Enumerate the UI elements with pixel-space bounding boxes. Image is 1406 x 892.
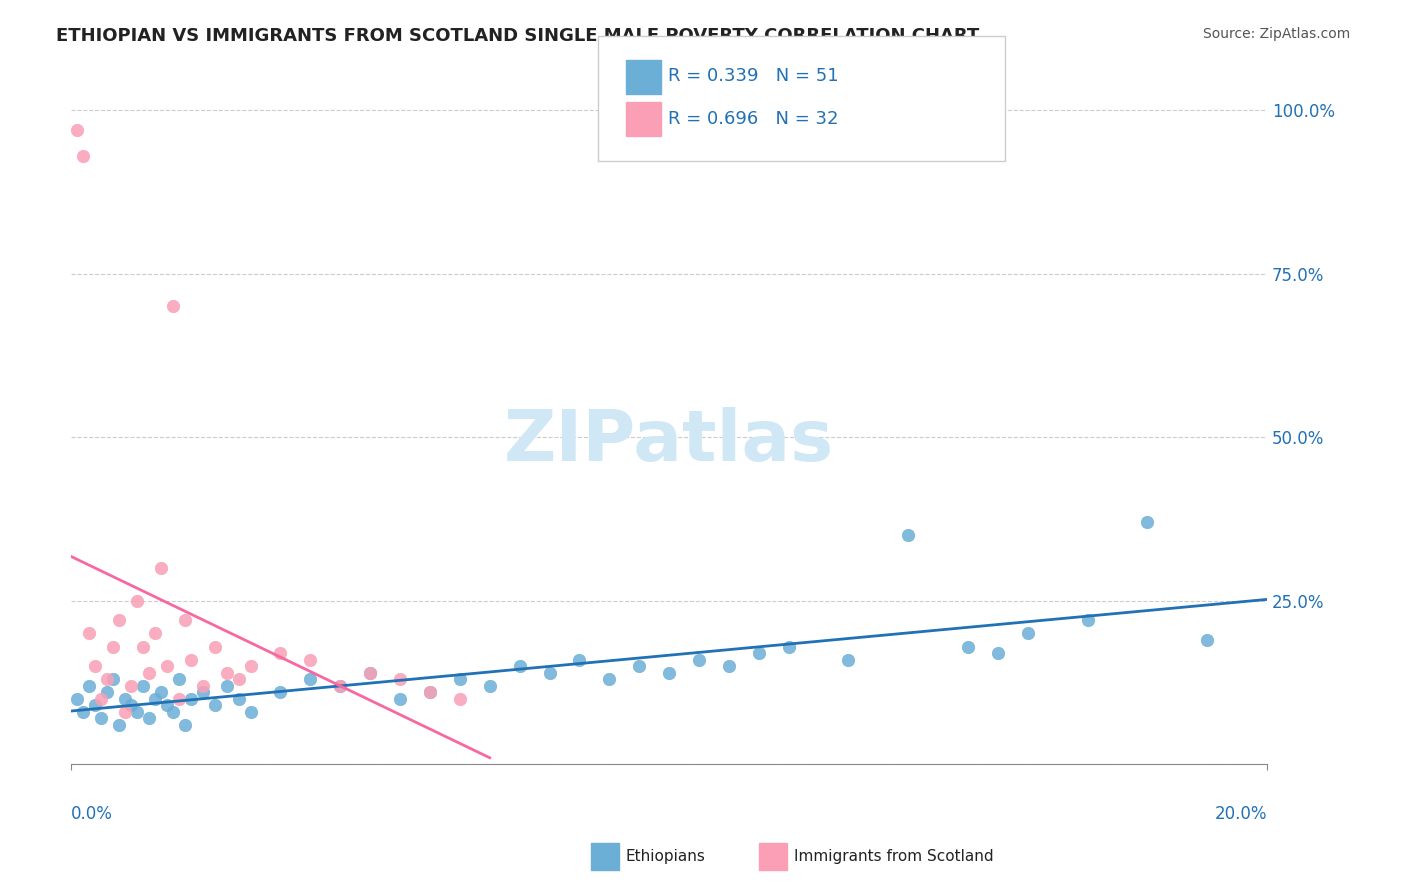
Point: [269, 646, 291, 660]
Text: ZIPatlas: ZIPatlas: [503, 407, 834, 476]
Point: [143, 691, 166, 706]
Point: [120, 698, 142, 713]
Point: [359, 665, 381, 680]
Point: [204, 640, 226, 654]
Point: [299, 652, 322, 666]
Point: [173, 613, 195, 627]
Point: [120, 679, 142, 693]
Point: [628, 659, 651, 673]
Text: 0.0%: 0.0%: [72, 805, 112, 823]
Point: [359, 665, 381, 680]
Point: [84, 698, 107, 713]
Point: [77, 679, 100, 693]
Point: [84, 659, 107, 673]
Point: [66, 122, 89, 136]
Point: [449, 691, 471, 706]
Point: [173, 718, 195, 732]
Point: [167, 672, 190, 686]
Text: R = 0.696   N = 32: R = 0.696 N = 32: [668, 110, 838, 128]
Text: Ethiopians: Ethiopians: [626, 849, 706, 863]
Point: [180, 691, 202, 706]
Point: [132, 640, 155, 654]
Point: [389, 672, 412, 686]
Point: [239, 659, 262, 673]
Point: [77, 626, 100, 640]
Point: [143, 626, 166, 640]
Point: [215, 665, 238, 680]
Point: [598, 672, 620, 686]
Point: [138, 665, 160, 680]
Point: [191, 679, 214, 693]
Point: [108, 613, 131, 627]
Point: [156, 659, 179, 673]
Point: [717, 659, 740, 673]
Point: [299, 672, 322, 686]
Point: [162, 705, 184, 719]
Point: [108, 718, 131, 732]
Point: [101, 672, 124, 686]
Point: [658, 665, 681, 680]
Point: [138, 711, 160, 725]
Point: [897, 528, 920, 542]
Point: [239, 705, 262, 719]
Point: [329, 679, 352, 693]
Point: [114, 691, 136, 706]
Point: [1077, 613, 1099, 627]
Point: [191, 685, 214, 699]
Point: [215, 679, 238, 693]
Point: [538, 665, 561, 680]
Point: [478, 679, 501, 693]
Point: [180, 652, 202, 666]
Point: [449, 672, 471, 686]
Point: [72, 705, 94, 719]
Point: [1136, 515, 1159, 529]
Point: [419, 685, 441, 699]
Point: [90, 711, 112, 725]
Point: [72, 149, 94, 163]
Point: [1017, 626, 1039, 640]
Point: [389, 691, 412, 706]
Point: [66, 691, 89, 706]
Point: [269, 685, 291, 699]
Point: [329, 679, 352, 693]
Point: [114, 705, 136, 719]
Point: [149, 685, 172, 699]
Point: [778, 640, 800, 654]
Text: ETHIOPIAN VS IMMIGRANTS FROM SCOTLAND SINGLE MALE POVERTY CORRELATION CHART: ETHIOPIAN VS IMMIGRANTS FROM SCOTLAND SI…: [56, 27, 980, 45]
Point: [419, 685, 441, 699]
Point: [167, 691, 190, 706]
Text: Immigrants from Scotland: Immigrants from Scotland: [794, 849, 994, 863]
Point: [90, 691, 112, 706]
Point: [132, 679, 155, 693]
Text: 20.0%: 20.0%: [1215, 805, 1267, 823]
Point: [568, 652, 591, 666]
Point: [125, 705, 148, 719]
Point: [162, 299, 184, 313]
Point: [228, 691, 250, 706]
Point: [96, 672, 118, 686]
Point: [748, 646, 770, 660]
Point: [987, 646, 1010, 660]
Point: [688, 652, 710, 666]
Point: [837, 652, 859, 666]
Point: [156, 698, 179, 713]
Point: [1197, 632, 1219, 647]
Point: [956, 640, 979, 654]
Text: Source: ZipAtlas.com: Source: ZipAtlas.com: [1202, 27, 1350, 41]
Point: [509, 659, 531, 673]
Point: [228, 672, 250, 686]
Point: [204, 698, 226, 713]
Point: [149, 561, 172, 575]
Point: [101, 640, 124, 654]
Text: R = 0.339   N = 51: R = 0.339 N = 51: [668, 67, 838, 85]
Point: [125, 593, 148, 607]
Point: [96, 685, 118, 699]
